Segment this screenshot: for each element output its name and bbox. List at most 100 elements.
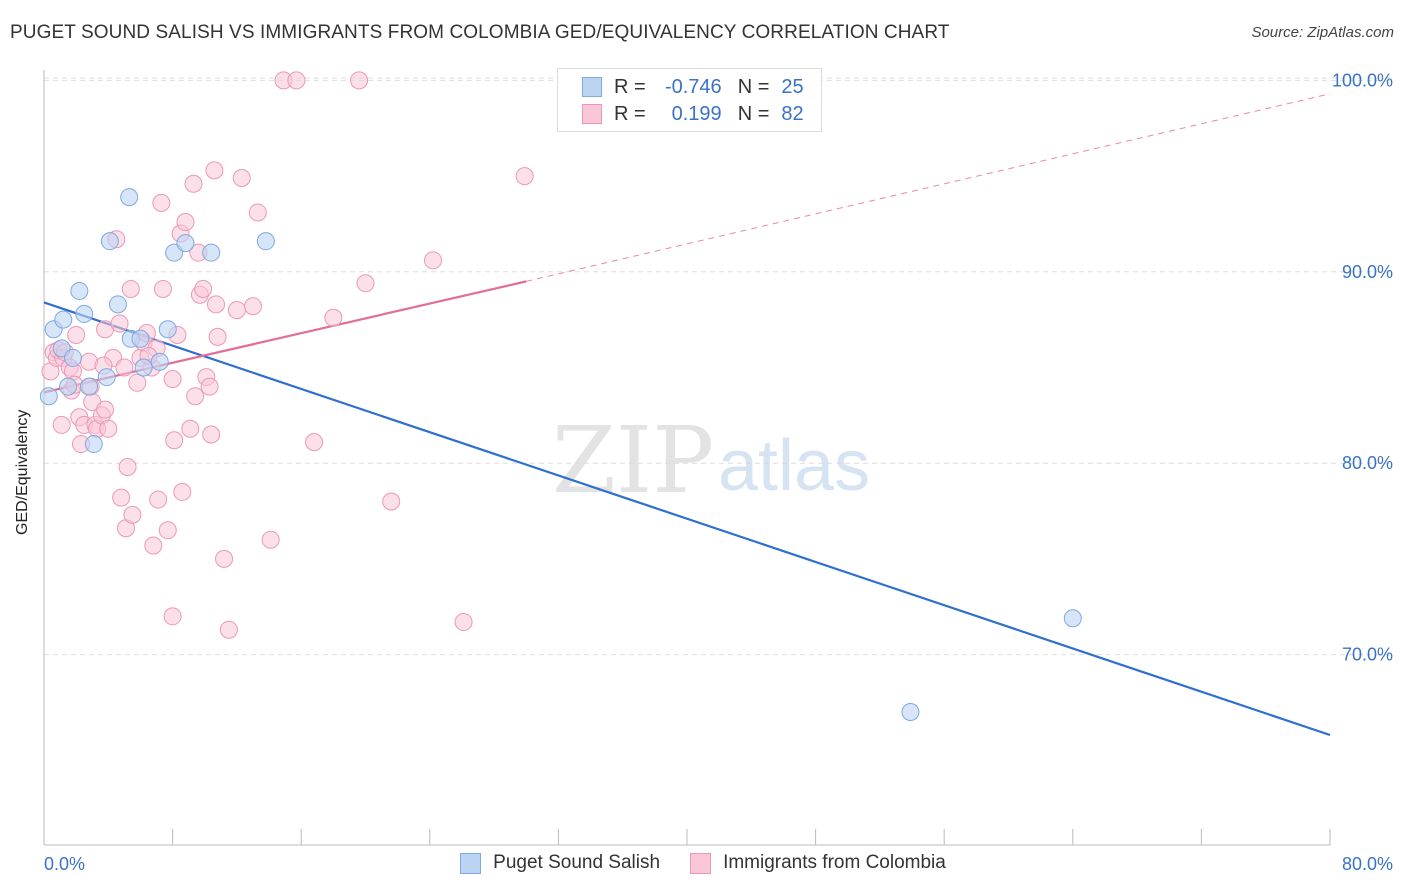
data-point-puget xyxy=(59,377,78,396)
data-point-colombia xyxy=(110,314,129,333)
legend-label-puget: Puget Sound Salish xyxy=(493,852,661,873)
data-point-puget xyxy=(256,232,275,251)
data-point-puget xyxy=(97,368,116,387)
data-point-colombia xyxy=(99,419,118,438)
colombia-swatch xyxy=(582,104,602,124)
data-point-colombia xyxy=(350,71,369,90)
legend-swatch-colombia xyxy=(690,852,712,874)
data-point-colombia xyxy=(163,369,182,388)
data-point-colombia xyxy=(181,419,200,438)
r-value-puget: -0.746 xyxy=(664,75,722,98)
legend-label-colombia: Immigrants from Colombia xyxy=(723,852,946,873)
y-tick-label: 70.0% xyxy=(1342,645,1393,665)
x-tick-label: 80.0% xyxy=(1342,854,1393,874)
data-point-puget xyxy=(150,352,169,371)
legend-item-puget[interactable]: Puget Sound Salish xyxy=(460,852,660,874)
data-point-colombia xyxy=(152,193,171,212)
legend-swatch-puget xyxy=(460,852,482,874)
data-point-puget xyxy=(75,304,94,323)
data-point-colombia xyxy=(305,433,324,452)
data-point-colombia xyxy=(186,387,205,406)
data-point-colombia xyxy=(207,295,226,314)
data-point-colombia xyxy=(515,167,534,186)
data-point-puget xyxy=(158,320,177,339)
data-point-colombia xyxy=(215,549,234,568)
data-point-colombia xyxy=(144,536,163,555)
data-point-puget xyxy=(70,281,89,300)
data-point-puget xyxy=(176,234,195,253)
data-point-colombia xyxy=(202,425,221,444)
data-point-colombia xyxy=(128,373,147,392)
data-point-colombia xyxy=(324,308,343,327)
data-point-colombia xyxy=(112,488,131,507)
r-label: R = xyxy=(614,75,646,98)
y-axis-label: GED/Equivalency xyxy=(14,409,31,535)
data-point-colombia xyxy=(194,280,213,299)
data-point-puget xyxy=(1063,609,1082,628)
data-point-colombia xyxy=(149,490,168,509)
data-point-colombia xyxy=(96,400,115,419)
data-point-colombia xyxy=(219,620,238,639)
legend-item-colombia[interactable]: Immigrants from Colombia xyxy=(690,852,946,874)
data-point-colombia xyxy=(121,280,140,299)
data-point-puget xyxy=(80,377,99,396)
data-point-colombia xyxy=(165,431,184,450)
data-point-colombia xyxy=(232,169,251,188)
watermark-zip: ZIP xyxy=(552,407,714,514)
data-point-colombia xyxy=(115,358,134,377)
chart-legend: Puget Sound Salish Immigrants from Colom… xyxy=(0,852,1406,874)
n-value-colombia: 82 xyxy=(781,102,804,125)
watermark-atlas: atlas xyxy=(718,426,870,506)
data-point-colombia xyxy=(248,203,267,222)
data-point-colombia xyxy=(261,530,280,549)
n-label: N = xyxy=(737,102,770,125)
data-point-puget xyxy=(84,435,103,454)
data-point-colombia xyxy=(158,521,177,540)
data-point-colombia xyxy=(454,613,473,632)
r-label: R = xyxy=(614,102,646,125)
data-point-colombia xyxy=(123,505,142,524)
data-point-puget xyxy=(54,310,73,329)
data-point-colombia xyxy=(200,377,219,396)
data-point-puget xyxy=(901,703,920,722)
data-point-colombia xyxy=(356,274,375,293)
data-point-puget xyxy=(100,232,119,251)
stats-row-puget: R = -0.746 N = 25 xyxy=(582,74,804,100)
data-point-colombia xyxy=(153,280,172,299)
y-tick-label: 80.0% xyxy=(1342,453,1393,473)
data-point-colombia xyxy=(52,415,71,434)
data-point-colombia xyxy=(287,71,306,90)
data-point-puget xyxy=(134,358,153,377)
data-point-colombia xyxy=(382,492,401,511)
stats-row-colombia: R = 0.199 N = 82 xyxy=(582,101,804,127)
data-point-colombia xyxy=(173,482,192,501)
data-point-colombia xyxy=(424,251,443,270)
puget-swatch xyxy=(582,77,602,97)
data-point-colombia xyxy=(205,161,224,180)
n-label: N = xyxy=(737,75,770,98)
data-point-colombia xyxy=(227,301,246,320)
data-point-puget xyxy=(131,329,150,348)
n-value-puget: 25 xyxy=(781,75,804,98)
chart-source: Source: ZipAtlas.com xyxy=(1251,24,1394,41)
trend-line-colombia-projection xyxy=(526,93,1331,282)
data-point-puget xyxy=(120,188,139,207)
y-tick-label: 100.0% xyxy=(1332,70,1393,90)
y-tick-label: 90.0% xyxy=(1342,262,1393,282)
data-point-puget xyxy=(108,295,127,314)
r-value-colombia: 0.199 xyxy=(671,102,722,125)
chart-title: PUGET SOUND SALISH VS IMMIGRANTS FROM CO… xyxy=(10,22,950,43)
data-point-colombia xyxy=(243,297,262,316)
data-point-puget xyxy=(63,348,82,367)
data-point-puget xyxy=(39,387,58,406)
data-point-colombia xyxy=(184,174,203,193)
data-point-colombia xyxy=(208,327,227,346)
stats-box: R = -0.746 N = 25 R = 0.199 N = 82 xyxy=(557,68,822,132)
trend-line-puget xyxy=(43,301,1331,737)
x-tick-label: 0.0% xyxy=(44,854,85,874)
data-point-colombia xyxy=(118,458,137,477)
data-point-puget xyxy=(202,243,221,262)
data-point-colombia xyxy=(176,213,195,232)
data-point-colombia xyxy=(163,607,182,626)
